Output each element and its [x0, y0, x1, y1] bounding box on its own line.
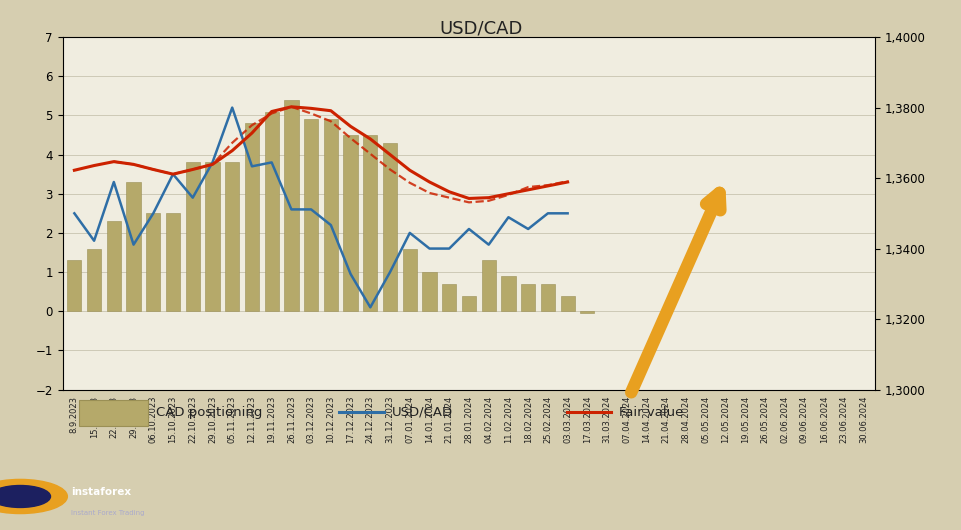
Text: 04.02.2024: 04.02.2024: [483, 395, 493, 443]
Text: 24.12.2023: 24.12.2023: [365, 395, 375, 443]
Text: 21.04.2024: 21.04.2024: [661, 395, 670, 443]
Text: USD/CAD: USD/CAD: [391, 405, 453, 419]
Text: 19.05.2024: 19.05.2024: [740, 395, 749, 443]
Text: 15.10.2023: 15.10.2023: [168, 395, 178, 443]
Text: 23.06.2024: 23.06.2024: [839, 395, 848, 443]
Text: 29.10.2023: 29.10.2023: [208, 395, 217, 443]
Bar: [165, 213, 180, 311]
Bar: [382, 143, 397, 311]
Text: 22.10.2023: 22.10.2023: [188, 395, 197, 443]
Text: 06.10.2023: 06.10.2023: [149, 395, 158, 443]
Bar: [540, 284, 554, 311]
Bar: [185, 162, 200, 311]
Text: 22.9.2023: 22.9.2023: [110, 395, 118, 438]
Text: 17.12.2023: 17.12.2023: [346, 395, 355, 443]
Bar: [403, 249, 416, 311]
Bar: [422, 272, 436, 311]
Text: 14.04.2024: 14.04.2024: [641, 395, 651, 443]
Text: 17.03.2024: 17.03.2024: [582, 395, 591, 443]
Text: 26.11.2023: 26.11.2023: [286, 395, 296, 443]
Bar: [481, 260, 495, 311]
Text: 8.9.2023: 8.9.2023: [70, 395, 79, 432]
Text: 03.03.2024: 03.03.2024: [562, 395, 572, 443]
Bar: [264, 111, 279, 311]
Text: instaforex: instaforex: [70, 487, 131, 497]
Text: 25.02.2024: 25.02.2024: [543, 395, 552, 443]
FancyBboxPatch shape: [79, 400, 148, 426]
Bar: [225, 162, 239, 311]
Bar: [363, 135, 377, 311]
Bar: [579, 311, 594, 313]
Bar: [205, 162, 219, 311]
Bar: [304, 119, 318, 311]
Circle shape: [0, 480, 67, 514]
Bar: [86, 249, 101, 311]
Text: 07.04.2024: 07.04.2024: [622, 395, 630, 443]
Text: 05.11.2023: 05.11.2023: [228, 395, 236, 443]
Text: 21.01.2024: 21.01.2024: [444, 395, 454, 443]
Text: 28.01.2024: 28.01.2024: [464, 395, 473, 443]
Text: 31.03.2024: 31.03.2024: [602, 395, 611, 443]
Bar: [461, 296, 476, 311]
Bar: [67, 260, 82, 311]
Text: Fair value: Fair value: [619, 405, 683, 419]
Text: Instant Forex Trading: Instant Forex Trading: [70, 510, 144, 516]
Text: 03.12.2023: 03.12.2023: [307, 395, 315, 443]
Text: 02.06.2024: 02.06.2024: [779, 395, 788, 443]
Text: 30.06.2024: 30.06.2024: [858, 395, 867, 443]
Text: 18.02.2024: 18.02.2024: [523, 395, 532, 443]
Bar: [343, 135, 357, 311]
Text: 31.12.2023: 31.12.2023: [385, 395, 394, 443]
Text: CAD positioning: CAD positioning: [156, 405, 262, 419]
Text: 09.06.2024: 09.06.2024: [799, 395, 808, 443]
Text: 12.11.2023: 12.11.2023: [247, 395, 257, 443]
Bar: [560, 296, 574, 311]
Bar: [521, 284, 534, 311]
Text: 05.05.2024: 05.05.2024: [701, 395, 709, 443]
Circle shape: [0, 485, 50, 507]
Text: 26.05.2024: 26.05.2024: [759, 395, 769, 443]
Text: 11.02.2024: 11.02.2024: [504, 395, 512, 443]
Text: 29.9.2023: 29.9.2023: [129, 395, 138, 438]
Bar: [126, 182, 140, 311]
Bar: [501, 276, 515, 311]
Bar: [245, 123, 259, 311]
Text: 14.01.2024: 14.01.2024: [425, 395, 433, 443]
Bar: [442, 284, 456, 311]
Text: USD/CAD: USD/CAD: [439, 20, 522, 38]
Bar: [324, 119, 337, 311]
Text: 07.01.2024: 07.01.2024: [405, 395, 414, 443]
Bar: [146, 213, 160, 311]
Text: 16.06.2024: 16.06.2024: [819, 395, 827, 443]
Bar: [107, 221, 121, 311]
Bar: [284, 100, 298, 311]
Text: 15.9.2023: 15.9.2023: [89, 395, 98, 438]
Text: 10.12.2023: 10.12.2023: [326, 395, 335, 443]
Text: 19.11.2023: 19.11.2023: [267, 395, 276, 443]
Text: 12.05.2024: 12.05.2024: [720, 395, 729, 443]
Text: 28.04.2024: 28.04.2024: [680, 395, 690, 443]
